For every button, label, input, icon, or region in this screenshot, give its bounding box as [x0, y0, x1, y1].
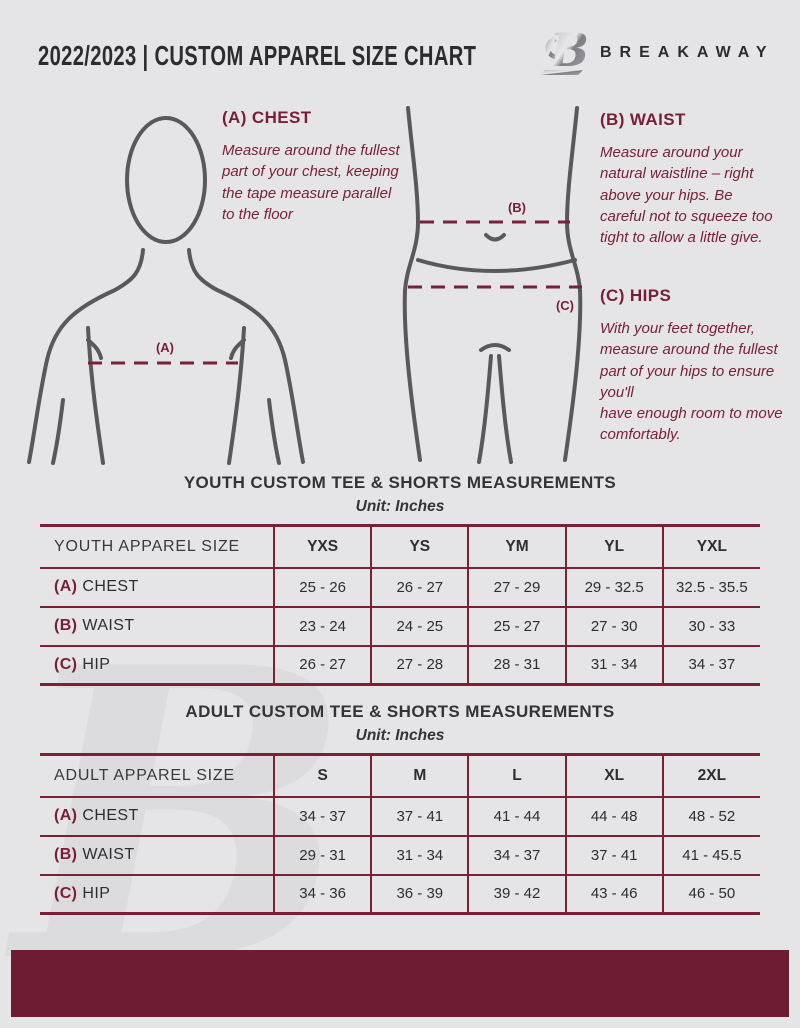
waist-instruction-body: Measure around your natural waistline – …: [600, 144, 773, 247]
waist-instruction-heading: (B) WAIST: [600, 110, 686, 129]
size-cell: 48 - 52: [661, 796, 760, 836]
adult-row-header: ADULT APPAREL SIZE: [40, 754, 275, 798]
size-cell: 26 - 27: [370, 567, 469, 607]
adult-hip-row: (C) HIP 34 - 36 36 - 39 39 - 42 43 - 46 4…: [40, 873, 760, 914]
row-label: CHEST: [82, 807, 139, 824]
size-cell: 24 - 25: [370, 605, 469, 646]
chest-instruction-heading: (A) CHEST: [222, 108, 312, 127]
youth-chest-label: (A) CHEST: [40, 568, 274, 607]
size-cell: 31 - 34: [370, 834, 469, 875]
svg-text:B: B: [548, 24, 589, 77]
chest-instruction: (A) CHEST Measure around the fullest par…: [222, 108, 402, 225]
size-cell: 29 - 32.5: [564, 567, 663, 607]
adult-chest-row: (A) CHEST 34 - 37 37 - 41 41 - 44 44 - 48…: [40, 796, 760, 836]
adult-hip-label: (C) HIP: [40, 873, 275, 914]
adult-waist-row: (B) WAIST 29 - 31 31 - 34 34 - 37 37 - 41…: [40, 834, 760, 875]
size-cell: 41 - 45.5: [661, 834, 760, 875]
youth-col-yxl: YXL: [661, 525, 760, 569]
adult-section-title: ADULT CUSTOM TEE & SHORTS MEASUREMENTS: [185, 702, 615, 721]
youth-waist-row: (B) WAIST 23 - 24 24 - 25 25 - 27 27 - 30…: [40, 605, 760, 646]
chest-instruction-body: Measure around the fullest part of your …: [222, 142, 400, 223]
youth-header-row: YOUTH APPAREL SIZE YXS YS YM YL YXL: [40, 525, 760, 569]
adult-size-table: ADULT APPAREL SIZE S M L XL 2XL (A) CHEST…: [40, 753, 760, 915]
row-label: WAIST: [82, 617, 135, 634]
size-cell: 44 - 48: [564, 796, 663, 836]
size-cell: 39 - 42: [467, 873, 566, 914]
size-cell: 30 - 33: [661, 605, 760, 646]
hips-instruction-body: With your feet together, measure around …: [600, 320, 783, 444]
youth-col-ym: YM: [467, 525, 566, 569]
row-label: WAIST: [82, 846, 135, 863]
size-cell: 34 - 37: [661, 644, 760, 685]
footer-accent-bar: [11, 950, 789, 1017]
size-cell: 46 - 50: [661, 873, 760, 914]
hips-instruction: (C) HIPS With your feet together, measur…: [600, 286, 785, 446]
size-cell: 27 - 28: [370, 644, 469, 685]
row-prefix: (B): [54, 617, 78, 634]
size-cell: 34 - 37: [467, 834, 566, 875]
size-cell: 25 - 26: [273, 567, 372, 607]
youth-col-yxs: YXS: [273, 525, 372, 569]
youth-row-header: YOUTH APPAREL SIZE: [40, 525, 275, 569]
youth-size-table: YOUTH APPAREL SIZE YXS YS YM YL YXL (A) C…: [40, 524, 760, 686]
row-prefix: (C): [54, 655, 78, 673]
brand-name: BREAKAWAY: [600, 44, 775, 61]
size-cell: 23 - 24: [273, 605, 372, 646]
waist-instruction: (B) WAIST Measure around your natural wa…: [600, 110, 780, 248]
row-prefix: (A): [54, 807, 78, 824]
page-title: 2022/2023 | CUSTOM APPAREL SIZE CHART: [38, 40, 477, 71]
figure-head: [125, 116, 207, 244]
size-cell: 43 - 46: [564, 873, 663, 914]
adult-col-2xl: 2XL: [661, 754, 760, 798]
size-cell: 37 - 41: [370, 796, 469, 836]
row-label: HIP: [82, 655, 111, 673]
size-cell: 34 - 37: [273, 796, 372, 836]
adult-col-xl: XL: [564, 754, 663, 798]
size-cell: 41 - 44: [467, 796, 566, 836]
row-label: CHEST: [82, 578, 139, 595]
chest-line-label: (A): [156, 340, 174, 355]
youth-hip-label: (C) HIP: [40, 644, 275, 685]
size-cell: 31 - 34: [564, 644, 663, 685]
size-cell: 27 - 30: [564, 605, 663, 646]
size-cell: 32.5 - 35.5: [661, 567, 760, 607]
hips-instruction-heading: (C) HIPS: [600, 286, 672, 305]
adult-header-row: ADULT APPAREL SIZE S M L XL 2XL: [40, 754, 760, 798]
youth-col-ys: YS: [370, 525, 469, 569]
adult-col-m: M: [370, 754, 469, 798]
adult-col-l: L: [467, 754, 566, 798]
size-cell: 28 - 31: [467, 644, 566, 685]
adult-chest-label: (A) CHEST: [40, 797, 274, 836]
hips-line-label: (C): [556, 298, 574, 313]
size-cell: 29 - 31: [273, 834, 372, 875]
youth-section-unit: Unit: Inches: [355, 498, 445, 515]
waist-line-label: (B): [508, 200, 526, 215]
brand-logo: B BREAKAWAY: [540, 24, 780, 82]
size-cell: 25 - 27: [467, 605, 566, 646]
adult-section-unit: Unit: Inches: [355, 727, 445, 744]
size-cell: 37 - 41: [564, 834, 663, 875]
upper-body-figure: (A): [27, 116, 305, 465]
size-cell: 34 - 36: [273, 873, 372, 914]
size-cell: 26 - 27: [273, 644, 372, 685]
youth-col-yl: YL: [564, 525, 663, 569]
row-prefix: (C): [54, 884, 78, 902]
adult-col-s: S: [273, 754, 372, 798]
adult-waist-label: (B) WAIST: [40, 834, 275, 875]
youth-chest-row: (A) CHEST 25 - 26 26 - 27 27 - 29 29 - 32…: [40, 567, 760, 607]
youth-hip-row: (C) HIP 26 - 27 27 - 28 28 - 31 31 - 34 3…: [40, 644, 760, 685]
row-label: HIP: [82, 884, 111, 902]
youth-waist-label: (B) WAIST: [40, 605, 275, 646]
row-prefix: (A): [54, 578, 78, 595]
youth-section-title: YOUTH CUSTOM TEE & SHORTS MEASUREMENTS: [183, 473, 617, 492]
size-cell: 27 - 29: [467, 567, 566, 607]
row-prefix: (B): [54, 846, 78, 863]
size-cell: 36 - 39: [370, 873, 469, 914]
lower-body-figure: (B) (C): [402, 106, 583, 464]
